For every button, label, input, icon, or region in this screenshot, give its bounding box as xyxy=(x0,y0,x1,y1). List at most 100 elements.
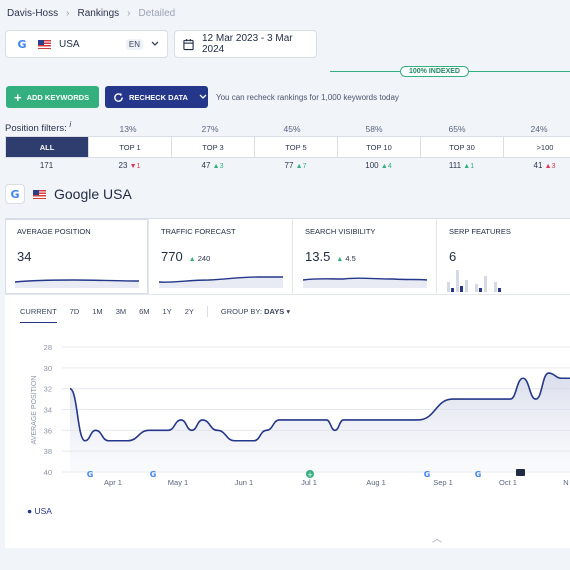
filter-tab-top10[interactable]: TOP 10 xyxy=(338,137,421,157)
chevron-down-icon xyxy=(151,41,159,46)
filter-percent: 65% xyxy=(448,124,466,134)
calendar-icon xyxy=(183,38,194,50)
add-keywords-button[interactable]: + ADD KEYWORDS xyxy=(6,86,99,108)
filter-count: 111 ▲1 xyxy=(448,161,475,170)
us-flag-icon xyxy=(38,39,51,49)
range-tabs: CURRENT 7D 1M 3M 6M 1Y 2Y GROUP BY: DAYS… xyxy=(20,306,291,323)
y-tick-label: 32 xyxy=(44,385,52,394)
range-tab-7d[interactable]: 7D xyxy=(69,307,80,316)
triangle-up-icon: ▲ xyxy=(188,256,196,263)
series-line-usa xyxy=(69,372,570,442)
chevron-right-icon: › xyxy=(66,8,70,19)
recheck-data-label: RECHECK DATA xyxy=(129,92,188,102)
us-flag-icon xyxy=(33,189,46,199)
y-tick-label: 38 xyxy=(44,447,52,456)
metric-value: 6 xyxy=(449,249,457,264)
y-tick-label: 36 xyxy=(44,426,52,435)
breadcrumb-current: Detailed xyxy=(138,8,176,19)
range-tab-6m[interactable]: 6M xyxy=(139,307,150,316)
filter-count: 100 ▲4 xyxy=(365,161,392,170)
filter-count: 77 ▲7 xyxy=(284,161,307,170)
filter-tab-top3[interactable]: TOP 3 xyxy=(172,137,255,157)
metric-card-average-position[interactable]: AVERAGE POSITION 34 xyxy=(5,219,149,294)
google-update-icon: G xyxy=(87,470,94,479)
google-icon: G xyxy=(14,36,30,52)
position-filters-label: Position filters: i xyxy=(5,120,72,135)
google-update-icon: G xyxy=(424,470,431,479)
breadcrumb-project[interactable]: Davis-Hoss xyxy=(7,8,59,19)
metric-value: 34 xyxy=(17,249,32,264)
chevron-right-icon: › xyxy=(127,8,131,19)
filter-percent: 58% xyxy=(365,124,383,134)
triangle-up-icon: ▲ xyxy=(544,163,552,170)
metric-delta: 4.5 xyxy=(345,254,356,263)
sparkline xyxy=(303,277,427,288)
range-tab-1y[interactable]: 1Y xyxy=(162,307,172,316)
google-update-icon: G xyxy=(475,470,482,479)
collapse-chevron-icon[interactable]: ︿ xyxy=(432,534,442,545)
filter-count: 171 xyxy=(39,161,54,170)
google-update-icon: G xyxy=(150,470,157,479)
filter-tab-top5[interactable]: TOP 5 xyxy=(255,137,338,157)
date-range-picker[interactable]: 12 Mar 2023 - 3 Mar 2024 xyxy=(174,30,317,58)
add-keywords-label: ADD KEYWORDS xyxy=(26,92,90,102)
range-tab-1m[interactable]: 1M xyxy=(92,307,103,316)
y-axis-label: AVERAGE POSITION xyxy=(31,376,38,445)
x-tick-label: Apr 1 xyxy=(104,478,122,487)
filter-tab-all[interactable]: ALL xyxy=(6,137,89,157)
triangle-up-icon: ▲ xyxy=(212,163,220,170)
y-tick-label: 40 xyxy=(44,468,52,477)
x-tick-label: Sep 1 xyxy=(433,478,453,487)
divider xyxy=(206,306,208,317)
chart-legend[interactable]: ● USA xyxy=(27,506,52,516)
recheck-data-button[interactable]: RECHECK DATA xyxy=(105,86,208,108)
info-icon[interactable]: i xyxy=(69,120,72,129)
metric-card-serp-features[interactable]: SERP FEATURES 6 xyxy=(437,219,570,294)
filter-count: 41 ▲3 xyxy=(533,161,556,170)
group-by-selector[interactable]: GROUP BY: DAYS ▾ xyxy=(220,307,291,316)
refresh-icon xyxy=(114,92,123,102)
metric-card-search-visibility[interactable]: SEARCH VISIBILITY 13.5 ▲ 4.5 xyxy=(293,219,437,294)
filter-counts: 171 23 ▼1 47 ▲3 77 ▲7 100 ▲4 111 ▲1 41 ▲… xyxy=(5,161,570,170)
note-icon xyxy=(516,469,525,476)
sparkline xyxy=(15,279,139,288)
x-tick-label: Aug 1 xyxy=(366,478,386,487)
chevron-down-icon xyxy=(199,94,207,99)
filter-tab-top1[interactable]: TOP 1 xyxy=(89,137,172,157)
metric-value: 13.5 xyxy=(305,249,331,264)
range-tab-current[interactable]: CURRENT xyxy=(20,307,57,323)
filter-percent: 24% xyxy=(530,124,548,134)
triangle-down-icon: ▼ xyxy=(129,163,137,170)
triangle-up-icon: ▲ xyxy=(380,163,388,170)
filter-tab-over100[interactable]: >100 xyxy=(504,137,570,157)
filter-percent: 45% xyxy=(283,124,301,134)
triangle-up-icon: ▲ xyxy=(295,163,303,170)
breadcrumb-rankings[interactable]: Rankings xyxy=(77,8,120,19)
triangle-up-icon: ▲ xyxy=(463,163,471,170)
sparkline xyxy=(159,276,283,288)
filter-tab-top30[interactable]: TOP 30 xyxy=(421,137,504,157)
position-filter-tabs: ALL TOP 1 TOP 3 TOP 5 TOP 10 TOP 30 >100 xyxy=(5,136,570,158)
metric-cards: AVERAGE POSITION 34 TRAFFIC FORECAST 770… xyxy=(5,218,570,294)
average-position-chart: 28 30 32 34 36 38 40 AVERAGE POSITION Apr 1 May… xyxy=(31,343,570,487)
serp-bar-sparkline xyxy=(447,270,501,292)
breadcrumb: Davis-Hoss › Rankings › Detailed xyxy=(7,8,175,19)
range-tab-2y[interactable]: 2Y xyxy=(184,307,194,316)
indexed-badge: 100% INDEXED xyxy=(400,66,469,77)
metric-title: TRAFFIC FORECAST xyxy=(161,227,236,236)
engine-title: Google USA xyxy=(54,186,132,202)
metric-card-traffic-forecast[interactable]: TRAFFIC FORECAST 770 ▲ 240 xyxy=(149,219,293,294)
range-tab-3m[interactable]: 3M xyxy=(115,307,127,316)
x-tick-label: May 1 xyxy=(168,478,188,487)
metric-title: SEARCH VISIBILITY xyxy=(305,227,376,236)
x-tick-label: N xyxy=(563,478,568,487)
filter-percent: 13% xyxy=(119,124,137,134)
google-icon: G xyxy=(5,184,25,204)
y-tick-label: 30 xyxy=(44,364,52,373)
filter-count: 47 ▲3 xyxy=(201,161,224,170)
y-tick-label: 28 xyxy=(44,343,52,352)
metric-delta: 240 xyxy=(197,254,211,263)
location-selector[interactable]: G USA EN xyxy=(5,30,168,58)
y-tick-label: 34 xyxy=(44,406,52,415)
recheck-note: You can recheck rankings for 1,000 keywo… xyxy=(216,93,399,102)
